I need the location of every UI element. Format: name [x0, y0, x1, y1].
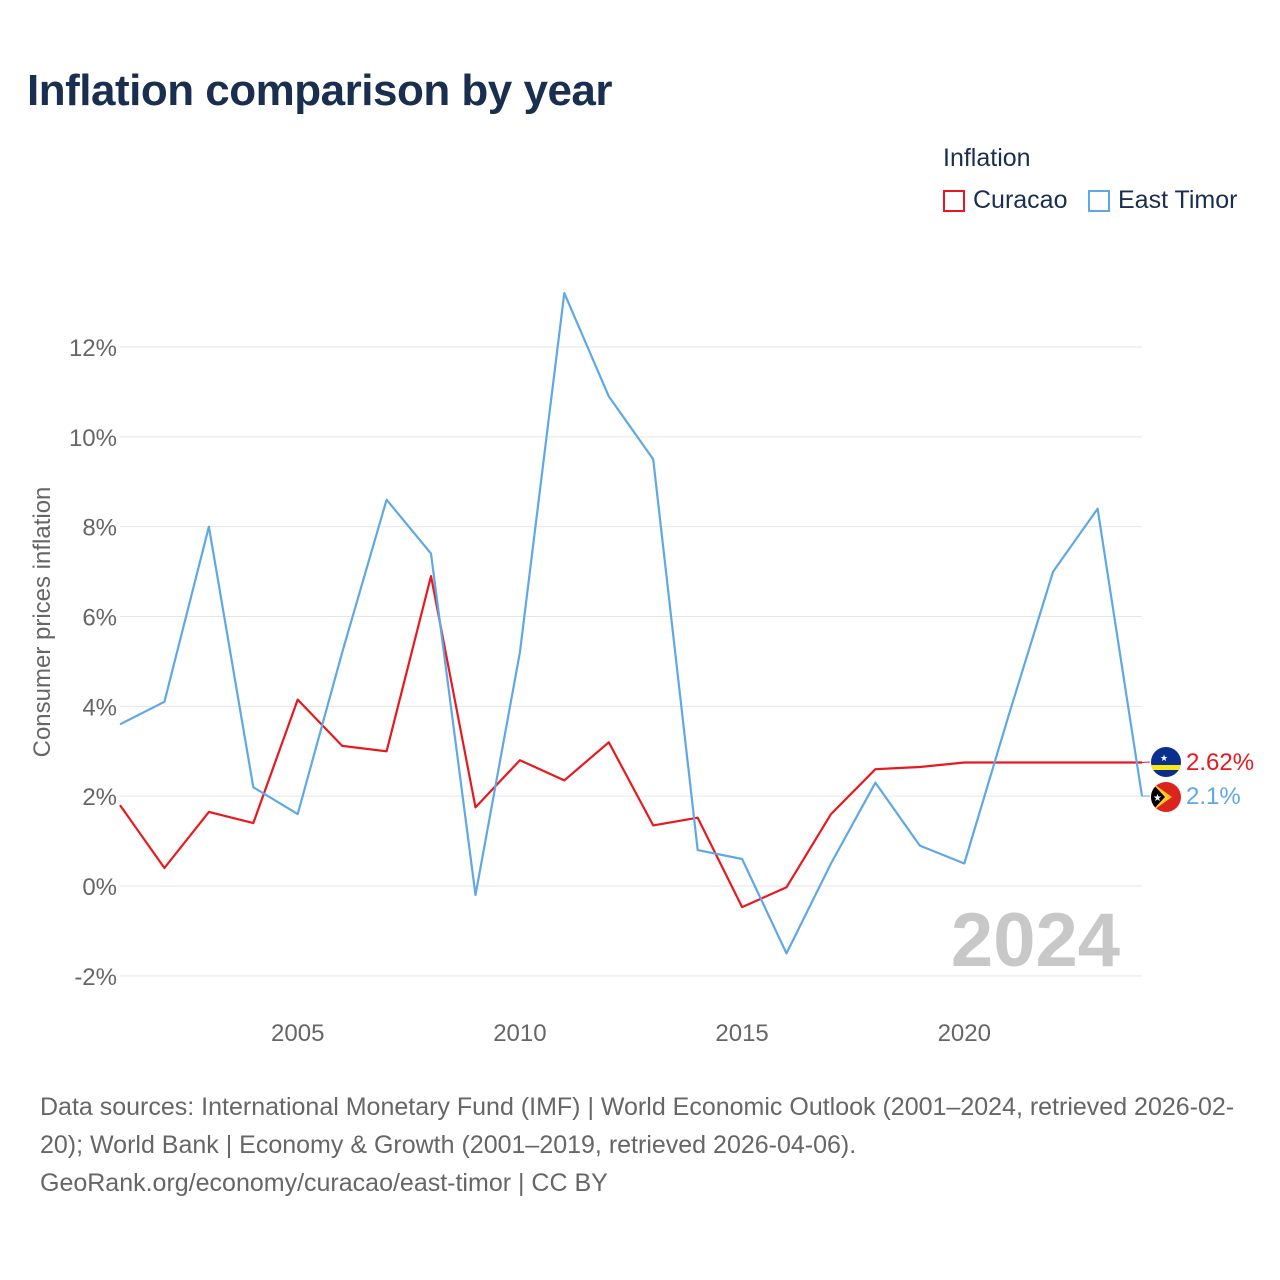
data-point[interactable] — [1048, 567, 1058, 577]
data-point[interactable] — [515, 755, 525, 765]
legend-swatch-curacao — [943, 189, 965, 212]
data-point[interactable] — [115, 800, 125, 810]
data-point[interactable] — [115, 719, 125, 729]
data-point[interactable] — [515, 647, 525, 657]
data-point[interactable] — [337, 647, 347, 657]
y-tick-label: 10% — [69, 425, 117, 452]
y-tick-label: -2% — [74, 964, 117, 991]
end-label-curacao: 2.62% — [1186, 749, 1254, 776]
x-axis-ticks: 2005 2010 2015 2020 — [271, 1020, 991, 1047]
data-point[interactable] — [737, 902, 747, 912]
line-chart: -2% 0% 2% 4% 6% 8% 10% 12% 2005 2010 2015 2020 202… — [29, 288, 1254, 1047]
series-lines — [115, 288, 1144, 958]
data-point[interactable] — [826, 859, 836, 869]
data-point[interactable] — [426, 549, 436, 559]
data-point[interactable] — [1004, 710, 1014, 720]
data-point[interactable] — [293, 695, 303, 705]
data-point[interactable] — [870, 778, 880, 788]
data-point[interactable] — [293, 809, 303, 819]
legend-item-east-timor[interactable]: East Timor — [1088, 186, 1237, 215]
data-point[interactable] — [248, 818, 258, 828]
end-label-east-timor: 2.1% — [1186, 783, 1241, 810]
data-point[interactable] — [248, 782, 258, 792]
data-point[interactable] — [470, 802, 480, 812]
legend-item-curacao[interactable]: Curacao — [943, 186, 1068, 215]
y-tick-label: 6% — [82, 605, 117, 632]
chart-title: Inflation comparison by year — [27, 66, 613, 115]
data-point[interactable] — [870, 764, 880, 774]
grid — [120, 346, 1142, 977]
data-point[interactable] — [648, 820, 658, 830]
end-labels: 2.62% 2.1% — [1141, 749, 1254, 810]
x-tick-label: 2020 — [938, 1020, 991, 1047]
footer-sources: Data sources: International Monetary Fun… — [40, 1088, 1250, 1202]
y-axis-label: Consumer prices inflation — [29, 487, 56, 758]
data-point[interactable] — [782, 948, 792, 958]
y-tick-label: 8% — [82, 515, 117, 542]
legend-title: Inflation — [943, 144, 1031, 172]
curacao-flag-icon: ★ — [1151, 747, 1181, 777]
data-point[interactable] — [159, 863, 169, 873]
data-point[interactable] — [915, 762, 925, 772]
data-point[interactable] — [337, 741, 347, 751]
series-line-east-timor[interactable] — [119, 292, 1144, 955]
data-point[interactable] — [737, 854, 747, 864]
y-tick-label: 0% — [82, 874, 117, 901]
footer-credit[interactable]: GeoRank.org/economy/curacao/east-timor |… — [40, 1169, 608, 1197]
data-point[interactable] — [204, 807, 214, 817]
data-point[interactable] — [826, 809, 836, 819]
data-point[interactable] — [382, 495, 392, 505]
y-tick-label: 2% — [82, 784, 117, 811]
y-tick-label: 12% — [69, 335, 117, 362]
data-point[interactable] — [559, 288, 569, 298]
data-point[interactable] — [959, 859, 969, 869]
data-point[interactable] — [648, 454, 658, 464]
data-point[interactable] — [204, 522, 214, 532]
data-point[interactable] — [559, 775, 569, 785]
data-point[interactable] — [959, 757, 969, 767]
legend-label-curacao: Curacao — [973, 186, 1068, 214]
data-point[interactable] — [604, 391, 614, 401]
data-point[interactable] — [604, 737, 614, 747]
x-tick-label: 2005 — [271, 1020, 324, 1047]
y-tick-label: 4% — [82, 694, 117, 721]
east-timor-flag-icon: ★ — [1151, 782, 1181, 812]
data-point[interactable] — [782, 882, 792, 892]
data-point[interactable] — [470, 890, 480, 900]
data-point[interactable] — [159, 697, 169, 707]
data-point[interactable] — [1004, 757, 1014, 767]
y-axis-ticks: -2% 0% 2% 4% 6% 8% 10% 12% — [69, 335, 117, 991]
data-point[interactable] — [1093, 757, 1103, 767]
legend-swatch-east-timor — [1088, 189, 1110, 212]
data-point[interactable] — [693, 845, 703, 855]
data-point[interactable] — [382, 746, 392, 756]
legend-label-east-timor: East Timor — [1118, 186, 1238, 214]
year-watermark: 2024 — [951, 898, 1120, 983]
x-tick-label: 2010 — [493, 1020, 546, 1047]
data-point[interactable] — [1048, 757, 1058, 767]
data-point[interactable] — [915, 841, 925, 851]
svg-text:★: ★ — [1160, 753, 1168, 763]
x-tick-label: 2015 — [715, 1020, 768, 1047]
svg-text:★: ★ — [1153, 793, 1162, 804]
footer-sources-text: Data sources: International Monetary Fun… — [40, 1093, 1235, 1159]
series-line-curacao[interactable] — [119, 574, 1142, 909]
data-point[interactable] — [1093, 504, 1103, 514]
